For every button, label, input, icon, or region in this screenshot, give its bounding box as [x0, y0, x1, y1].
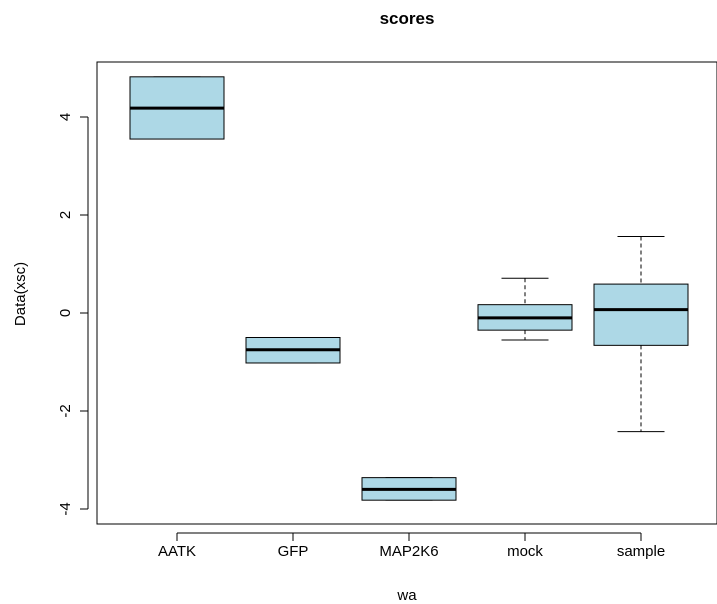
y-axis: -4 -2 0 2 4	[57, 113, 89, 516]
y-tick-label: -4	[57, 502, 74, 515]
boxes	[129, 76, 689, 501]
chart-title: scores	[380, 9, 435, 28]
x-tick-label: mock	[507, 543, 543, 560]
y-tick-label: 2	[57, 211, 74, 219]
box-map2k6	[361, 477, 457, 501]
iqr-box	[593, 283, 689, 346]
plot-frame	[96, 61, 717, 525]
box-sample	[593, 236, 689, 433]
y-tick-label: -2	[57, 404, 74, 417]
box-gfp	[245, 337, 341, 364]
x-axis-label: wa	[396, 587, 417, 604]
x-axis: AATK GFP MAP2K6 mock sample	[158, 532, 665, 560]
x-tick-label: AATK	[158, 543, 196, 560]
y-tick-label: 0	[57, 309, 74, 317]
box-aatk	[129, 76, 225, 140]
x-tick-label: GFP	[278, 543, 309, 560]
x-tick-label: sample	[617, 543, 665, 560]
x-tick-label: MAP2K6	[379, 543, 438, 560]
box-mock	[477, 277, 573, 341]
y-tick-label: 4	[57, 113, 74, 121]
y-axis-label: Data(xsc)	[12, 262, 29, 326]
